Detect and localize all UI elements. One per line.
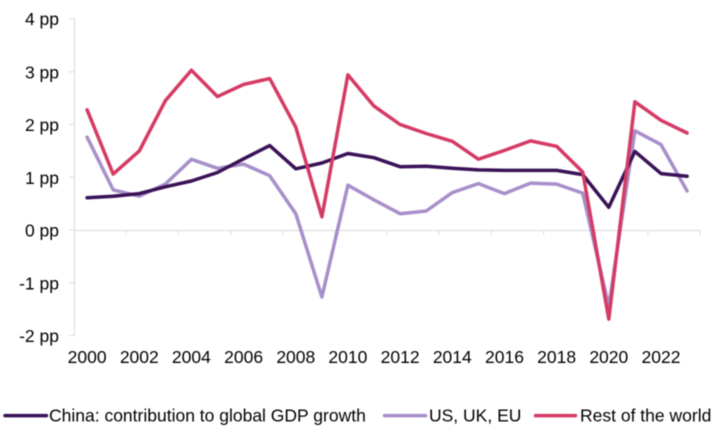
svg-text:2004: 2004 xyxy=(172,347,211,367)
svg-text:China: contribution to global: China: contribution to global GDP growth xyxy=(49,406,366,426)
svg-text:2014: 2014 xyxy=(433,347,472,367)
svg-text:1 pp: 1 pp xyxy=(25,168,59,188)
svg-text:2010: 2010 xyxy=(328,347,367,367)
svg-text:2 pp: 2 pp xyxy=(25,115,59,135)
svg-text:-2 pp: -2 pp xyxy=(19,326,59,346)
svg-text:Rest of the world: Rest of the world xyxy=(580,406,711,426)
svg-text:2016: 2016 xyxy=(485,347,524,367)
svg-text:0 pp: 0 pp xyxy=(25,221,59,241)
svg-text:2018: 2018 xyxy=(537,347,576,367)
svg-text:-1 pp: -1 pp xyxy=(19,273,59,293)
svg-text:2000: 2000 xyxy=(68,347,107,367)
svg-text:2008: 2008 xyxy=(276,347,315,367)
svg-text:2006: 2006 xyxy=(224,347,263,367)
svg-text:4 pp: 4 pp xyxy=(25,9,59,29)
svg-text:2012: 2012 xyxy=(381,347,420,367)
svg-text:US, UK, EU: US, UK, EU xyxy=(429,406,521,426)
svg-text:2002: 2002 xyxy=(120,347,159,367)
svg-text:3 pp: 3 pp xyxy=(25,62,59,82)
svg-text:2022: 2022 xyxy=(642,347,681,367)
svg-text:2020: 2020 xyxy=(589,347,628,367)
